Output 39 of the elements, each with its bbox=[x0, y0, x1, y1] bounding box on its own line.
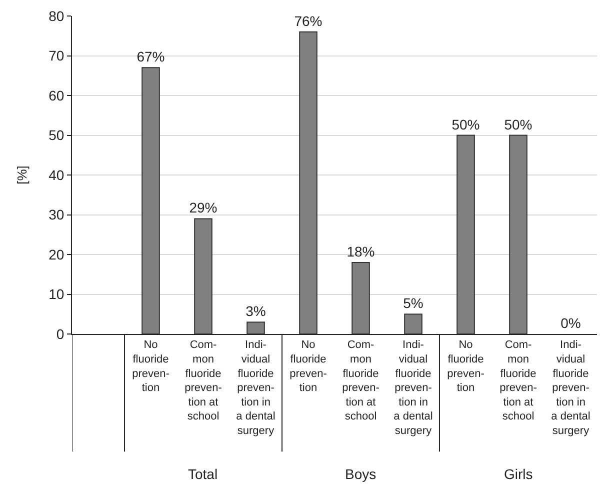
y-tick-label: 30 bbox=[48, 206, 64, 223]
text: Total bbox=[188, 466, 218, 482]
data-label: 50% bbox=[452, 116, 480, 132]
x-tick-label: No fluoride preven- tion bbox=[447, 339, 485, 394]
data-label: 67% bbox=[136, 48, 165, 65]
bar bbox=[352, 262, 370, 334]
data-label: 76% bbox=[294, 12, 322, 29]
text: Girls bbox=[504, 466, 533, 482]
data-label: 5% bbox=[403, 295, 424, 312]
text: Boys bbox=[345, 466, 376, 482]
x-tick-label: Indi- vidual fluoride preven- tion in a dental surgery bbox=[551, 339, 590, 437]
x-tick-label: No fluoride preven- tion bbox=[132, 339, 170, 394]
data-label: 18% bbox=[346, 243, 375, 260]
y-tick-label: 40 bbox=[48, 166, 64, 183]
x-tick-label: Indi- vidual fluoride preven- tion in a dental surgery bbox=[394, 339, 433, 437]
bar bbox=[509, 134, 528, 334]
x-tick-label: Indi- vidual fluoride preven- tion in a dental surgery bbox=[236, 339, 276, 437]
y-tick-label: 10 bbox=[48, 286, 64, 302]
y-tick-label: 60 bbox=[48, 87, 64, 104]
y-tick-label: 20 bbox=[48, 246, 64, 262]
y-tick-label: 70 bbox=[48, 48, 64, 64]
data-label: 0% bbox=[560, 315, 581, 331]
y-tick-label: 0 bbox=[56, 326, 64, 342]
data-label: 29% bbox=[189, 200, 218, 216]
x-tick-label: Com- mon fluoride preven- tion at school bbox=[342, 339, 380, 423]
data-label: 50% bbox=[504, 116, 532, 132]
bar bbox=[246, 322, 265, 334]
y-tick-label: 80 bbox=[48, 8, 64, 24]
y-tick-label: 50 bbox=[48, 127, 64, 144]
bar bbox=[404, 314, 422, 334]
bar bbox=[456, 134, 475, 334]
x-tick-label: Com- mon fluoride preven- tion at school bbox=[500, 339, 538, 423]
y-axis-title: [%] bbox=[14, 166, 30, 184]
x-tick-label: No fluoride preven- tion bbox=[290, 339, 328, 394]
bar bbox=[299, 31, 318, 334]
bar bbox=[194, 218, 212, 334]
bar bbox=[142, 67, 160, 334]
x-tick-label: Com- mon fluoride preven- tion at school bbox=[184, 339, 222, 423]
data-label: 3% bbox=[246, 303, 266, 320]
